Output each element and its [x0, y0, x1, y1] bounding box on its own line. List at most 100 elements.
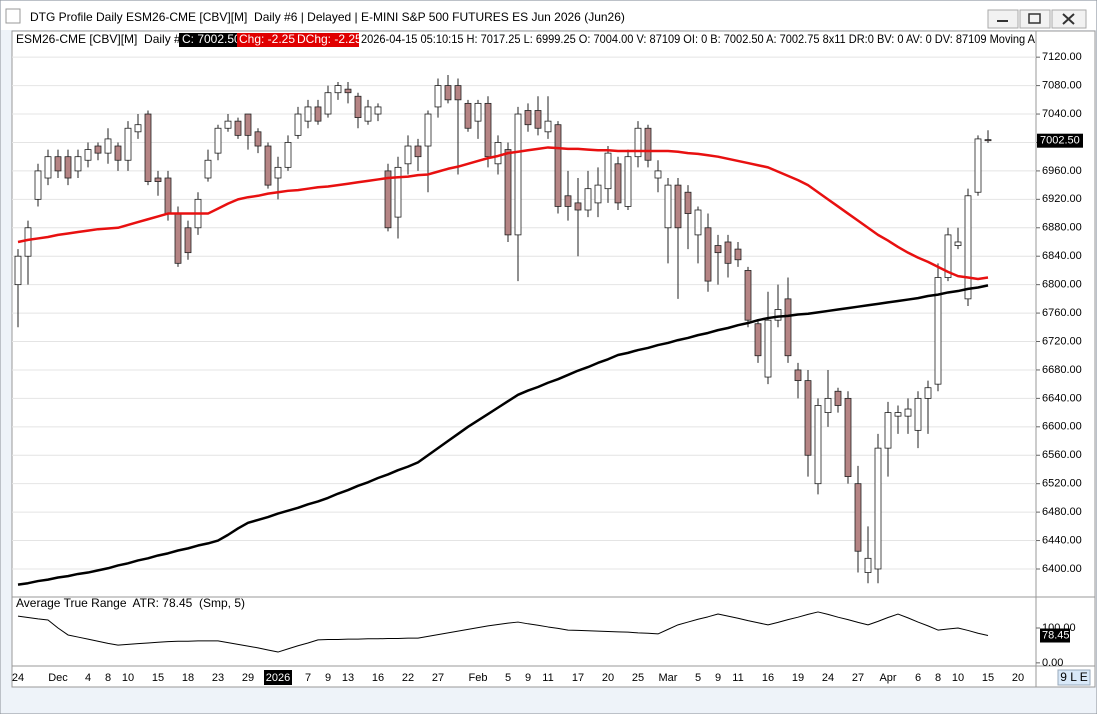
- atr-title: Average True Range ATR: 78.45 (Smp, 5): [16, 596, 245, 610]
- candle-body: [604, 152, 612, 190]
- candle-body: [554, 124, 562, 207]
- atr-last-box: [1040, 628, 1070, 643]
- x-tick-label: 20: [1012, 672, 1024, 684]
- x-tick-label: 4: [85, 672, 91, 684]
- x-tick-label: 19: [792, 672, 804, 684]
- x-tick-label: 10: [122, 672, 134, 684]
- y-tick-label: 6440.00: [1042, 534, 1082, 546]
- y-tick-label: 6840.00: [1042, 250, 1082, 262]
- candle-body: [74, 156, 82, 172]
- candle-body: [314, 106, 322, 122]
- x-tick-label: 8: [105, 672, 111, 684]
- y-tick-label: 6560.00: [1042, 449, 1082, 461]
- x-tick-label: 6: [915, 672, 921, 684]
- x-tick-label: 27: [852, 672, 864, 684]
- candle-body: [364, 106, 372, 122]
- y-tick-label: 0.00: [1042, 657, 1063, 669]
- candle-body: [514, 113, 522, 236]
- candle-body: [884, 412, 892, 449]
- candle-body: [424, 113, 432, 147]
- maximize-button[interactable]: [1019, 9, 1051, 29]
- candle-body: [684, 191, 692, 214]
- candle-body: [474, 102, 482, 122]
- candle-body: [774, 309, 782, 321]
- x-tick-label: 24: [822, 672, 834, 684]
- candle-body: [694, 209, 702, 236]
- candle-body: [44, 156, 52, 179]
- candle-body: [704, 227, 712, 282]
- x-tick-label: 24: [12, 672, 24, 684]
- candle-body: [804, 380, 812, 456]
- candle-body: [84, 149, 92, 161]
- candle-body: [154, 177, 162, 182]
- chart-area: [11, 30, 1096, 688]
- candle-body: [444, 85, 452, 101]
- header-symbol: ESM26-CME [CBV][M] Daily #6: [16, 32, 188, 46]
- candle-body: [984, 139, 992, 142]
- candle-body: [504, 149, 512, 236]
- candle-body: [964, 195, 972, 300]
- candle-body: [54, 156, 62, 172]
- candle-body: [464, 102, 472, 129]
- candle-body: [594, 184, 602, 204]
- candle-body: [214, 127, 222, 154]
- x-tick-label: 15: [982, 672, 994, 684]
- candle-body: [974, 138, 982, 193]
- y-tick-label: 6960.00: [1042, 165, 1082, 177]
- candle-body: [224, 120, 232, 129]
- x-tick-label: 22: [402, 672, 414, 684]
- candle-body: [244, 113, 252, 136]
- candle-body: [764, 319, 772, 378]
- x-tick-label: Mar: [659, 672, 678, 684]
- candle-body: [454, 85, 462, 101]
- last-price-label: 7002.50: [1040, 135, 1080, 147]
- candle-body: [624, 156, 632, 207]
- x-tick-label: 9: [325, 672, 331, 684]
- x-tick-label: 15: [152, 672, 164, 684]
- candle-body: [574, 202, 582, 211]
- status-text: 9 L E: [1060, 670, 1088, 684]
- close-icon: [1062, 13, 1075, 25]
- title-bar: [1, 1, 1096, 30]
- candle-body: [334, 85, 342, 94]
- atr-line: [17, 611, 989, 653]
- y-tick-label: 6760.00: [1042, 307, 1082, 319]
- candle-body: [854, 483, 862, 552]
- candle-body: [24, 227, 32, 257]
- candle-body: [114, 145, 122, 161]
- candle-body: [814, 405, 822, 485]
- x-tick-label: 9: [715, 672, 721, 684]
- x-tick-label: 17: [572, 672, 584, 684]
- candle-body: [354, 95, 362, 118]
- y-tick-label: 6640.00: [1042, 392, 1082, 404]
- candle-body: [714, 245, 722, 254]
- y-tick-label: 6800.00: [1042, 279, 1082, 291]
- x-tick-label: 10: [952, 672, 964, 684]
- candle-body: [664, 184, 672, 229]
- candle-body: [384, 170, 392, 229]
- candle-body: [184, 227, 192, 254]
- dchg-box: [295, 33, 359, 47]
- candle-body: [14, 255, 22, 286]
- candle-body: [954, 241, 962, 246]
- candle-body: [164, 177, 172, 214]
- candle-body: [644, 127, 652, 161]
- candle-body: [784, 298, 792, 357]
- header-details: 2026-04-15 05:10:15 H: 7017.25 L: 6999.2…: [361, 32, 1035, 46]
- x-tick-label: 11: [542, 672, 553, 684]
- candle-body: [64, 156, 72, 179]
- candle-body: [264, 145, 272, 186]
- candle-body: [254, 131, 262, 147]
- y-tick-label: 6520.00: [1042, 478, 1082, 490]
- candle-body: [404, 145, 412, 165]
- candle-body: [344, 88, 352, 94]
- x-tick-label: 7: [305, 672, 311, 684]
- candle-body: [394, 166, 402, 218]
- chg-box: [237, 33, 295, 47]
- x-tick-label: 13: [342, 672, 354, 684]
- candle-body: [324, 92, 332, 115]
- x-tick-label: 5: [505, 672, 511, 684]
- minimize-button[interactable]: [987, 9, 1019, 29]
- y-tick-label: 6680.00: [1042, 364, 1082, 376]
